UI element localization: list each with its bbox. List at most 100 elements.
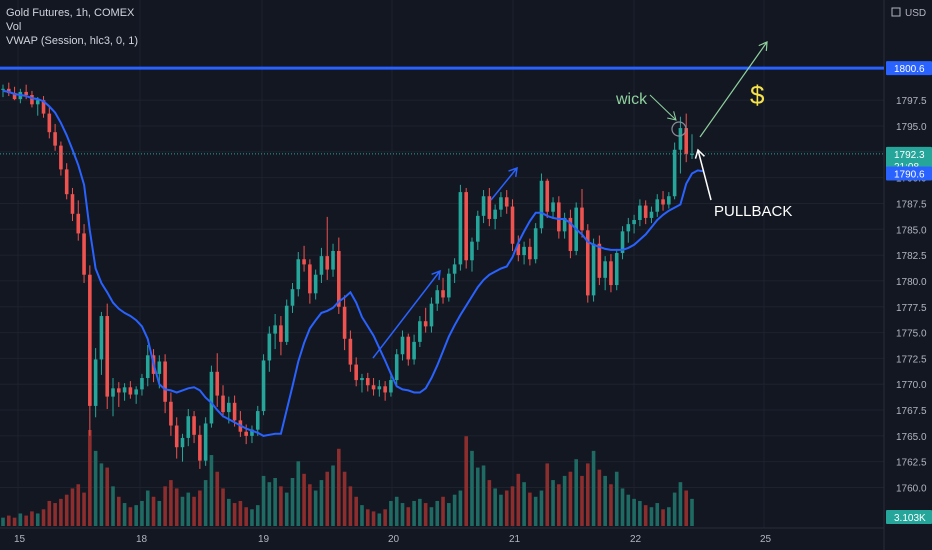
candle-body <box>342 306 347 339</box>
candle-body <box>325 256 330 270</box>
price-tick-label: 1775.0 <box>896 329 927 340</box>
candle-body <box>389 380 393 393</box>
candle-body <box>690 153 694 155</box>
candle-body <box>157 361 162 374</box>
candle-body <box>198 434 202 461</box>
candle-body <box>145 355 150 379</box>
time-tick-label: 22 <box>630 534 642 545</box>
current-price-tag-bg <box>886 146 932 173</box>
volume-bar <box>93 450 98 526</box>
volume-bar <box>632 498 636 526</box>
candle-body <box>64 169 69 195</box>
volume-bar <box>198 490 202 526</box>
volume-bar <box>475 467 480 526</box>
volume-bar <box>227 498 231 526</box>
volume-bar <box>331 465 335 526</box>
price-tick-label: 1762.5 <box>896 458 927 469</box>
volume-bar <box>568 471 573 526</box>
volume-bar <box>516 473 521 526</box>
price-tick-label: 1765.0 <box>896 432 927 443</box>
symbol-title[interactable]: Gold Futures, 1h, COMEX <box>6 7 135 19</box>
candle-body <box>620 231 625 254</box>
candle-body <box>348 338 353 365</box>
candle-body <box>308 264 312 294</box>
candle-body <box>591 243 596 296</box>
volume-bar <box>580 475 584 526</box>
volume-bar <box>279 486 283 526</box>
pullback-arrow-icon <box>694 148 712 201</box>
trend-arrow-icon-shaft <box>490 167 518 201</box>
wick-arrow-icon-shaft <box>649 94 677 121</box>
candle-body <box>302 259 306 265</box>
candle-body <box>117 388 121 393</box>
candle-body <box>562 217 567 232</box>
volume-bar <box>76 484 81 526</box>
volume-bar <box>145 490 150 526</box>
volume-bar <box>574 459 578 526</box>
volume-bar <box>134 505 138 526</box>
candle-body <box>186 416 191 438</box>
volume-bar <box>267 482 272 526</box>
candle-body <box>337 250 341 307</box>
candle-body <box>250 429 254 436</box>
volume-bar <box>400 503 405 526</box>
trend-arrow-icon <box>490 166 518 201</box>
volume-bar <box>255 505 260 526</box>
currency-label: USD <box>905 8 926 19</box>
volume-bar <box>371 511 376 526</box>
candle-body <box>528 246 532 260</box>
candle-body <box>273 325 277 334</box>
candle-body <box>371 385 376 390</box>
volume-value-tag-bg <box>886 510 932 524</box>
volume-bar <box>626 494 631 526</box>
wick-arrow-icon <box>649 94 677 121</box>
candle-body <box>470 241 474 261</box>
volume-bar <box>406 507 411 526</box>
candle-body <box>203 423 208 461</box>
volume-bar <box>487 480 492 526</box>
volume-bar <box>30 511 34 526</box>
volume-bar <box>157 500 162 526</box>
volume-bar <box>244 507 248 526</box>
volume-bar <box>273 478 277 526</box>
volume-bar <box>53 503 57 526</box>
candle-body <box>580 207 584 231</box>
volume-bar <box>88 430 92 526</box>
volume-bar <box>528 492 532 526</box>
volume-bar <box>493 488 497 526</box>
volume-bar <box>209 455 214 526</box>
candle-body <box>174 425 179 448</box>
candle-body <box>111 388 115 397</box>
time-tick-label: 19 <box>258 534 270 545</box>
volume-bar <box>365 509 370 526</box>
volume-bar <box>308 484 312 526</box>
candle-body <box>354 364 358 381</box>
candle-body <box>134 389 138 395</box>
price-tick-label: 1785.0 <box>896 225 927 236</box>
volume-indicator-label[interactable]: Vol <box>6 21 22 33</box>
candle-body <box>1 88 5 90</box>
price-tick-label: 1772.5 <box>896 354 927 365</box>
volume-bar <box>70 488 75 526</box>
candle-body <box>452 264 457 274</box>
volume-bar <box>99 463 104 526</box>
volume-bar <box>620 488 625 526</box>
volume-bar <box>325 471 330 526</box>
volume-bar <box>389 500 393 526</box>
candle-body <box>70 194 75 214</box>
vwap-indicator-label[interactable]: VWAP (Session, hlc3, 0, 1) <box>6 35 139 47</box>
volume-bar <box>591 450 596 526</box>
time-tick-label: 20 <box>388 534 400 545</box>
volume-bar <box>470 450 474 526</box>
candle-body <box>313 274 318 294</box>
candle-body <box>638 205 642 220</box>
trend-arrow-icon-head <box>508 166 518 178</box>
candle-body <box>447 273 451 298</box>
candle-body <box>435 290 440 304</box>
volume-bar <box>429 507 434 526</box>
volume-bar <box>348 486 353 526</box>
vwap-price-tag: 1790.6 <box>886 166 932 181</box>
volume-bar <box>192 496 196 526</box>
candle-body <box>510 206 515 244</box>
